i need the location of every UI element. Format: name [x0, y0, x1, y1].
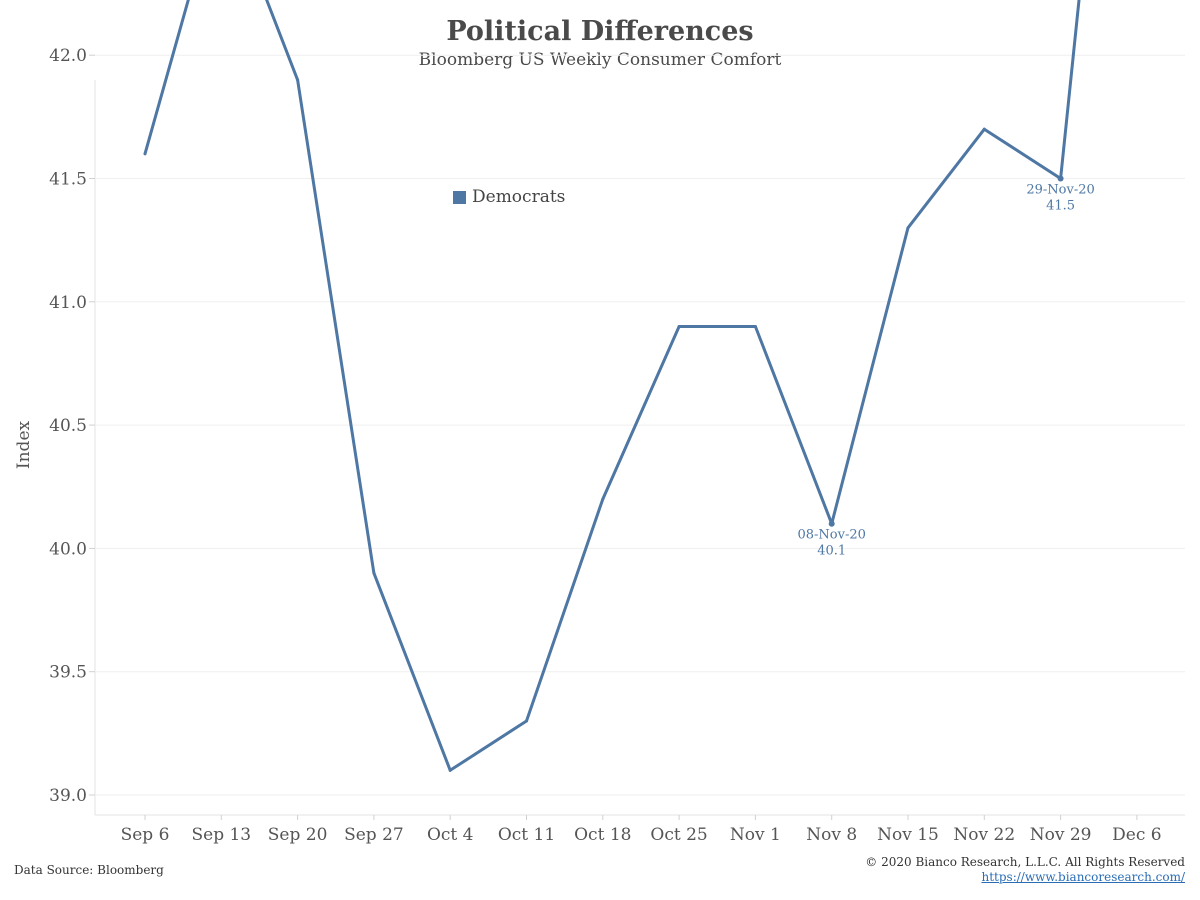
x-tick-label: Sep 20	[268, 825, 328, 845]
x-tick-label: Nov 29	[1030, 825, 1092, 845]
y-axis-ticks: 39.039.540.040.541.041.542.042.543.043.5…	[49, 46, 95, 806]
data-point	[906, 226, 910, 230]
annotation-value: 40.1	[817, 544, 846, 559]
website-link[interactable]: https://www.biancoresearch.com/	[981, 870, 1185, 884]
annotation-date: 08-Nov-20	[797, 528, 865, 543]
legend: Democrats	[453, 187, 565, 207]
data-point	[143, 152, 147, 156]
y-tick-label: 41.5	[49, 170, 87, 190]
data-point	[982, 127, 986, 131]
y-tick-label: 40.5	[49, 416, 87, 436]
data-point	[601, 497, 605, 501]
x-tick-label: Sep 27	[344, 825, 404, 845]
x-axis-ticks: Sep 6 Sep 13 Sep 20 Sep 27 Oct 4 Oct 11 Oct 18…	[121, 815, 1162, 845]
data-point	[448, 768, 452, 772]
annotation-value: 41.5	[1046, 199, 1075, 214]
x-tick-label: Oct 25	[650, 825, 707, 845]
legend-label-democrats: Democrats	[472, 187, 566, 207]
data-point	[296, 78, 300, 82]
grid-lines	[94, 54, 1185, 816]
legend-swatch-democrats	[453, 190, 466, 204]
series-group	[143, 0, 1081, 772]
x-tick-label: Nov 22	[953, 825, 1015, 845]
y-tick-label: 39.0	[49, 786, 87, 806]
annotation-marker	[1057, 175, 1064, 182]
x-tick-label: Sep 6	[121, 825, 170, 845]
series-line-democrats	[143, 0, 1081, 772]
x-tick-label: Oct 18	[574, 825, 631, 845]
chart-title: Political Differences	[446, 16, 754, 47]
data-point	[677, 324, 681, 328]
footer-credits: © 2020 Bianco Research, L.L.C. All Right…	[865, 855, 1185, 885]
annotation-marker	[828, 520, 835, 527]
x-tick-label: Dec 6	[1112, 825, 1161, 845]
x-tick-label: Oct 11	[498, 825, 555, 845]
y-tick-label: 40.0	[49, 539, 87, 559]
data-point	[372, 571, 376, 575]
y-tick-label: 41.0	[49, 293, 87, 313]
annotation-date: 29-Nov-20	[1026, 183, 1094, 198]
data-source: Data Source: Bloomberg	[14, 863, 164, 877]
x-tick-label: Nov 15	[877, 825, 939, 845]
data-point	[525, 719, 528, 723]
y-tick-label: 42.0	[49, 46, 87, 66]
x-tick-label: Nov 8	[806, 825, 857, 845]
x-tick-label: Nov 1	[730, 825, 781, 845]
y-tick-label: 39.5	[49, 663, 87, 683]
x-tick-label: Oct 4	[427, 825, 474, 845]
copyright-text: © 2020 Bianco Research, L.L.C. All Right…	[865, 855, 1185, 869]
x-tick-label: Sep 13	[191, 825, 251, 845]
data-point	[753, 324, 757, 328]
